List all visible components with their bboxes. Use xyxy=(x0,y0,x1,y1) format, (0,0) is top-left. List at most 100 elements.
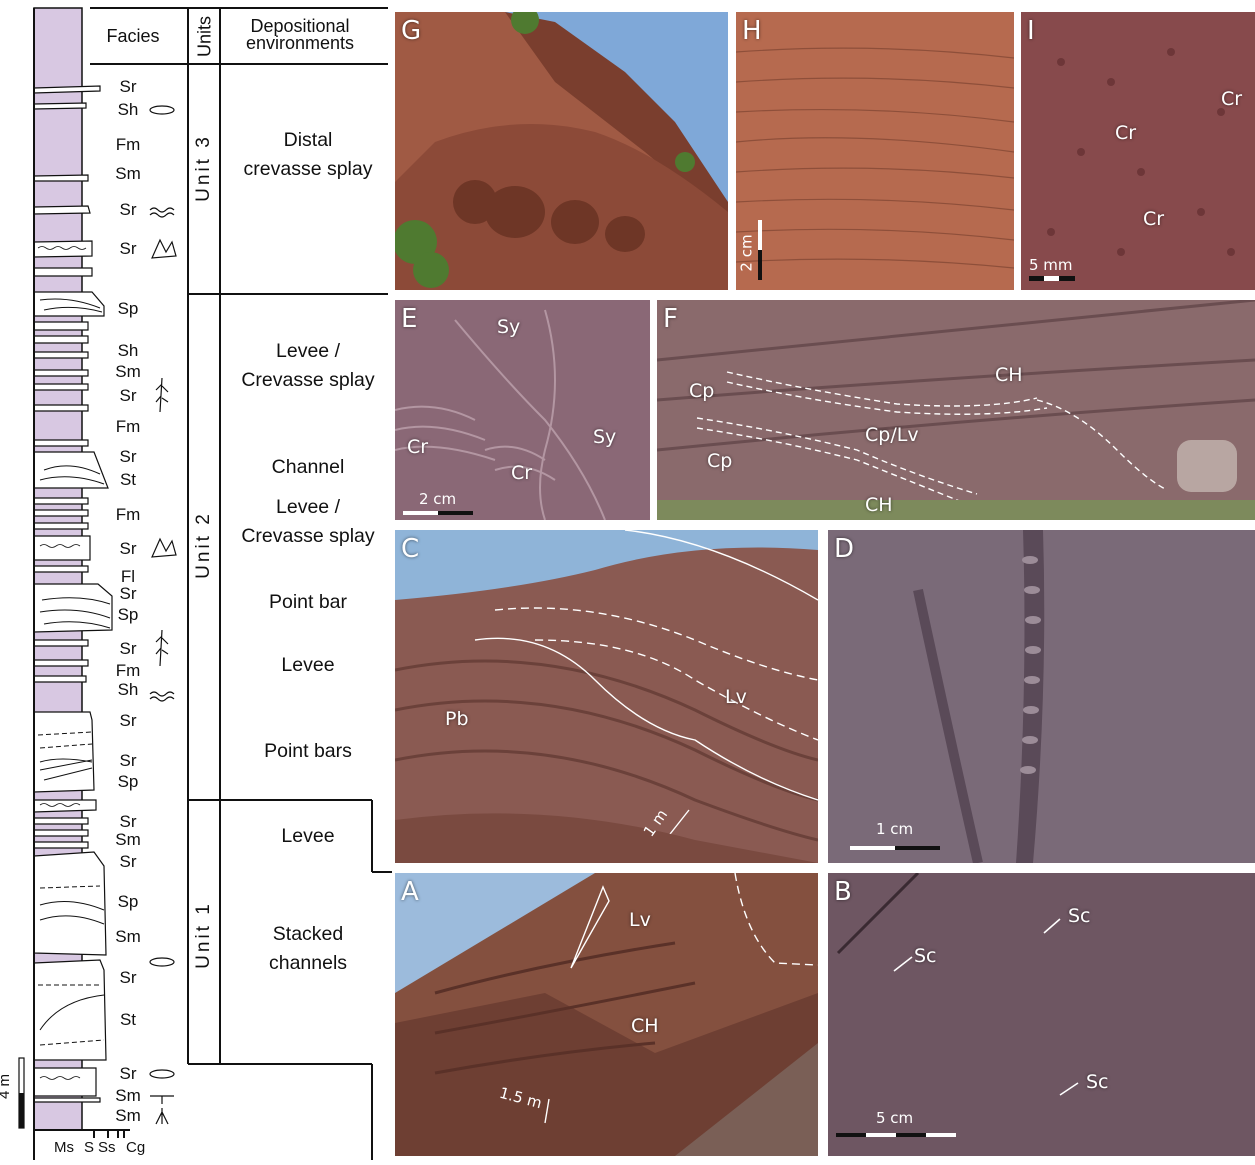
facies-label: Sr xyxy=(119,447,137,466)
panel-d-label: D xyxy=(834,534,855,564)
panel-c-pb: Pb xyxy=(445,708,469,730)
grain-size-cg: Cg xyxy=(126,1139,146,1156)
facies-label: Sr xyxy=(119,200,137,219)
facies-label: St xyxy=(119,1010,137,1029)
environment-label: Point bars xyxy=(218,737,398,766)
stratigraphic-log: 4 m Facies Units Depositional environmen… xyxy=(0,0,395,1160)
facies-label: Sr xyxy=(119,812,137,831)
environment-label: Levee / Crevasse splay xyxy=(218,337,398,395)
environment-label: Levee xyxy=(218,822,398,851)
panel-f-label: F xyxy=(663,304,678,334)
panel-d-trace-fossil-photo: D 1 cm xyxy=(828,530,1255,863)
panel-h-scale: 2 cm xyxy=(737,234,756,272)
panel-e-cr-2: Cr xyxy=(511,462,533,484)
units-header: Units xyxy=(194,16,215,58)
unit-label: Unit 1 xyxy=(193,901,214,969)
grain-size-ms: Ms xyxy=(54,1139,74,1156)
facies-label: Sr xyxy=(119,239,137,258)
environment-label: Point bar xyxy=(218,588,398,617)
facies-label: Sr xyxy=(119,639,137,658)
panel-f-ch-2: CH xyxy=(865,494,893,516)
environments-header: Depositional environments xyxy=(245,16,355,53)
environment-label: Distal crevasse splay xyxy=(218,126,398,184)
environment-line: Point bars xyxy=(264,740,352,762)
facies-header: Facies xyxy=(106,26,160,46)
environment-line: Point bar xyxy=(268,591,348,613)
facies-label: Fl xyxy=(120,567,136,586)
facies-label: Sh xyxy=(117,100,139,119)
unit-label: Unit 2 xyxy=(193,511,214,579)
grain-size-s: S xyxy=(84,1139,95,1156)
panel-i-cr-1: Cr xyxy=(1115,122,1137,144)
panel-b-scale: 5 cm xyxy=(876,1109,914,1127)
panel-g-label: G xyxy=(401,16,422,46)
panel-c-pointbar-photo: C Pb Lv 1 m xyxy=(395,530,818,863)
panel-f-cplv: Cp/Lv xyxy=(865,424,919,446)
panel-i-label: I xyxy=(1027,16,1035,46)
panel-b-sc-3: Sc xyxy=(1086,1071,1109,1093)
panel-i-cr-3: Cr xyxy=(1143,208,1165,230)
facies-label: Sr xyxy=(119,584,137,603)
facies-label: St xyxy=(119,470,137,489)
panel-i-ripple-surface-photo: I Cr Cr Cr 5 mm xyxy=(1021,12,1255,290)
panel-a-ch: CH xyxy=(631,1015,659,1037)
panel-f-cp-2: Cp xyxy=(707,450,733,472)
facies-label: Sr xyxy=(119,386,137,405)
panel-f-outcrop-photo: F Cp CH Cp/Lv Cp CH xyxy=(657,300,1255,520)
environment-label: Stacked channels xyxy=(218,920,398,978)
panel-e-scale: 2 cm xyxy=(419,490,457,508)
facies-label: Sr xyxy=(119,751,137,770)
facies-label: Sr xyxy=(119,77,137,96)
environment-line: Levee xyxy=(281,654,335,676)
environment-line: Crevasse splay xyxy=(241,525,375,547)
panel-d-scale: 1 cm xyxy=(876,820,914,838)
environment-line: Levee / xyxy=(276,340,340,362)
panel-e-label: E xyxy=(401,304,418,334)
facies-label: Sr xyxy=(119,968,137,987)
facies-label: Sh xyxy=(117,680,139,699)
environment-label: Levee / Crevasse splay xyxy=(218,493,398,551)
panel-h-lamination-photo: H 2 cm xyxy=(736,12,1014,290)
facies-label: Fm xyxy=(115,661,141,680)
panel-b-label: B xyxy=(834,877,852,907)
facies-label: Sm xyxy=(115,830,141,849)
facies-label: Sr xyxy=(119,711,137,730)
panel-g-outcrop-photo: G xyxy=(395,12,728,290)
facies-label: Sr xyxy=(119,1064,137,1083)
environment-label: Channel xyxy=(218,453,398,482)
log-column-graphic xyxy=(18,7,392,1160)
environment-line: Crevasse splay xyxy=(241,369,375,391)
facies-label: Sh xyxy=(117,341,139,360)
facies-label: Sr xyxy=(119,539,137,558)
panel-a-label: A xyxy=(401,877,419,907)
facies-label: Sp xyxy=(117,605,139,624)
panel-a-lv: Lv xyxy=(629,909,651,931)
panel-c-lv: Lv xyxy=(725,686,747,708)
environment-line: crevasse splay xyxy=(243,158,373,180)
facies-label: Sp xyxy=(117,772,139,791)
panel-f-ch-1: CH xyxy=(995,364,1023,386)
panel-b-surface-photo: B Sc Sc Sc 5 cm xyxy=(828,873,1255,1156)
panel-e-cr-1: Cr xyxy=(407,436,429,458)
unit-label: Unit 3 xyxy=(193,134,214,202)
environment-line: Distal xyxy=(283,129,333,151)
grain-size-ss: Ss xyxy=(98,1139,116,1156)
panel-e-sy-2: Sy xyxy=(593,426,617,448)
panel-b-sc-1: Sc xyxy=(914,945,937,967)
panel-i-scale: 5 mm xyxy=(1029,256,1073,274)
facies-label: Sm xyxy=(115,362,141,381)
facies-label: Sm xyxy=(115,1106,141,1125)
environment-line: Channel xyxy=(271,456,345,478)
panel-h-label: H xyxy=(742,16,762,46)
facies-label: Fm xyxy=(115,417,141,436)
scale-bar-label: 4 m xyxy=(0,1074,13,1099)
panel-e-ripples-photo: E Sy Cr Cr Sy 2 cm xyxy=(395,300,650,520)
facies-label: Sm xyxy=(115,1086,141,1105)
panel-f-cp-1: Cp xyxy=(689,380,715,402)
facies-label: Sr xyxy=(119,852,137,871)
panel-b-sc-2: Sc xyxy=(1068,905,1091,927)
facies-label: Sp xyxy=(117,892,139,911)
panel-c-label: C xyxy=(401,534,420,564)
panel-i-cr-2: Cr xyxy=(1221,88,1243,110)
facies-label: Sp xyxy=(117,299,139,318)
